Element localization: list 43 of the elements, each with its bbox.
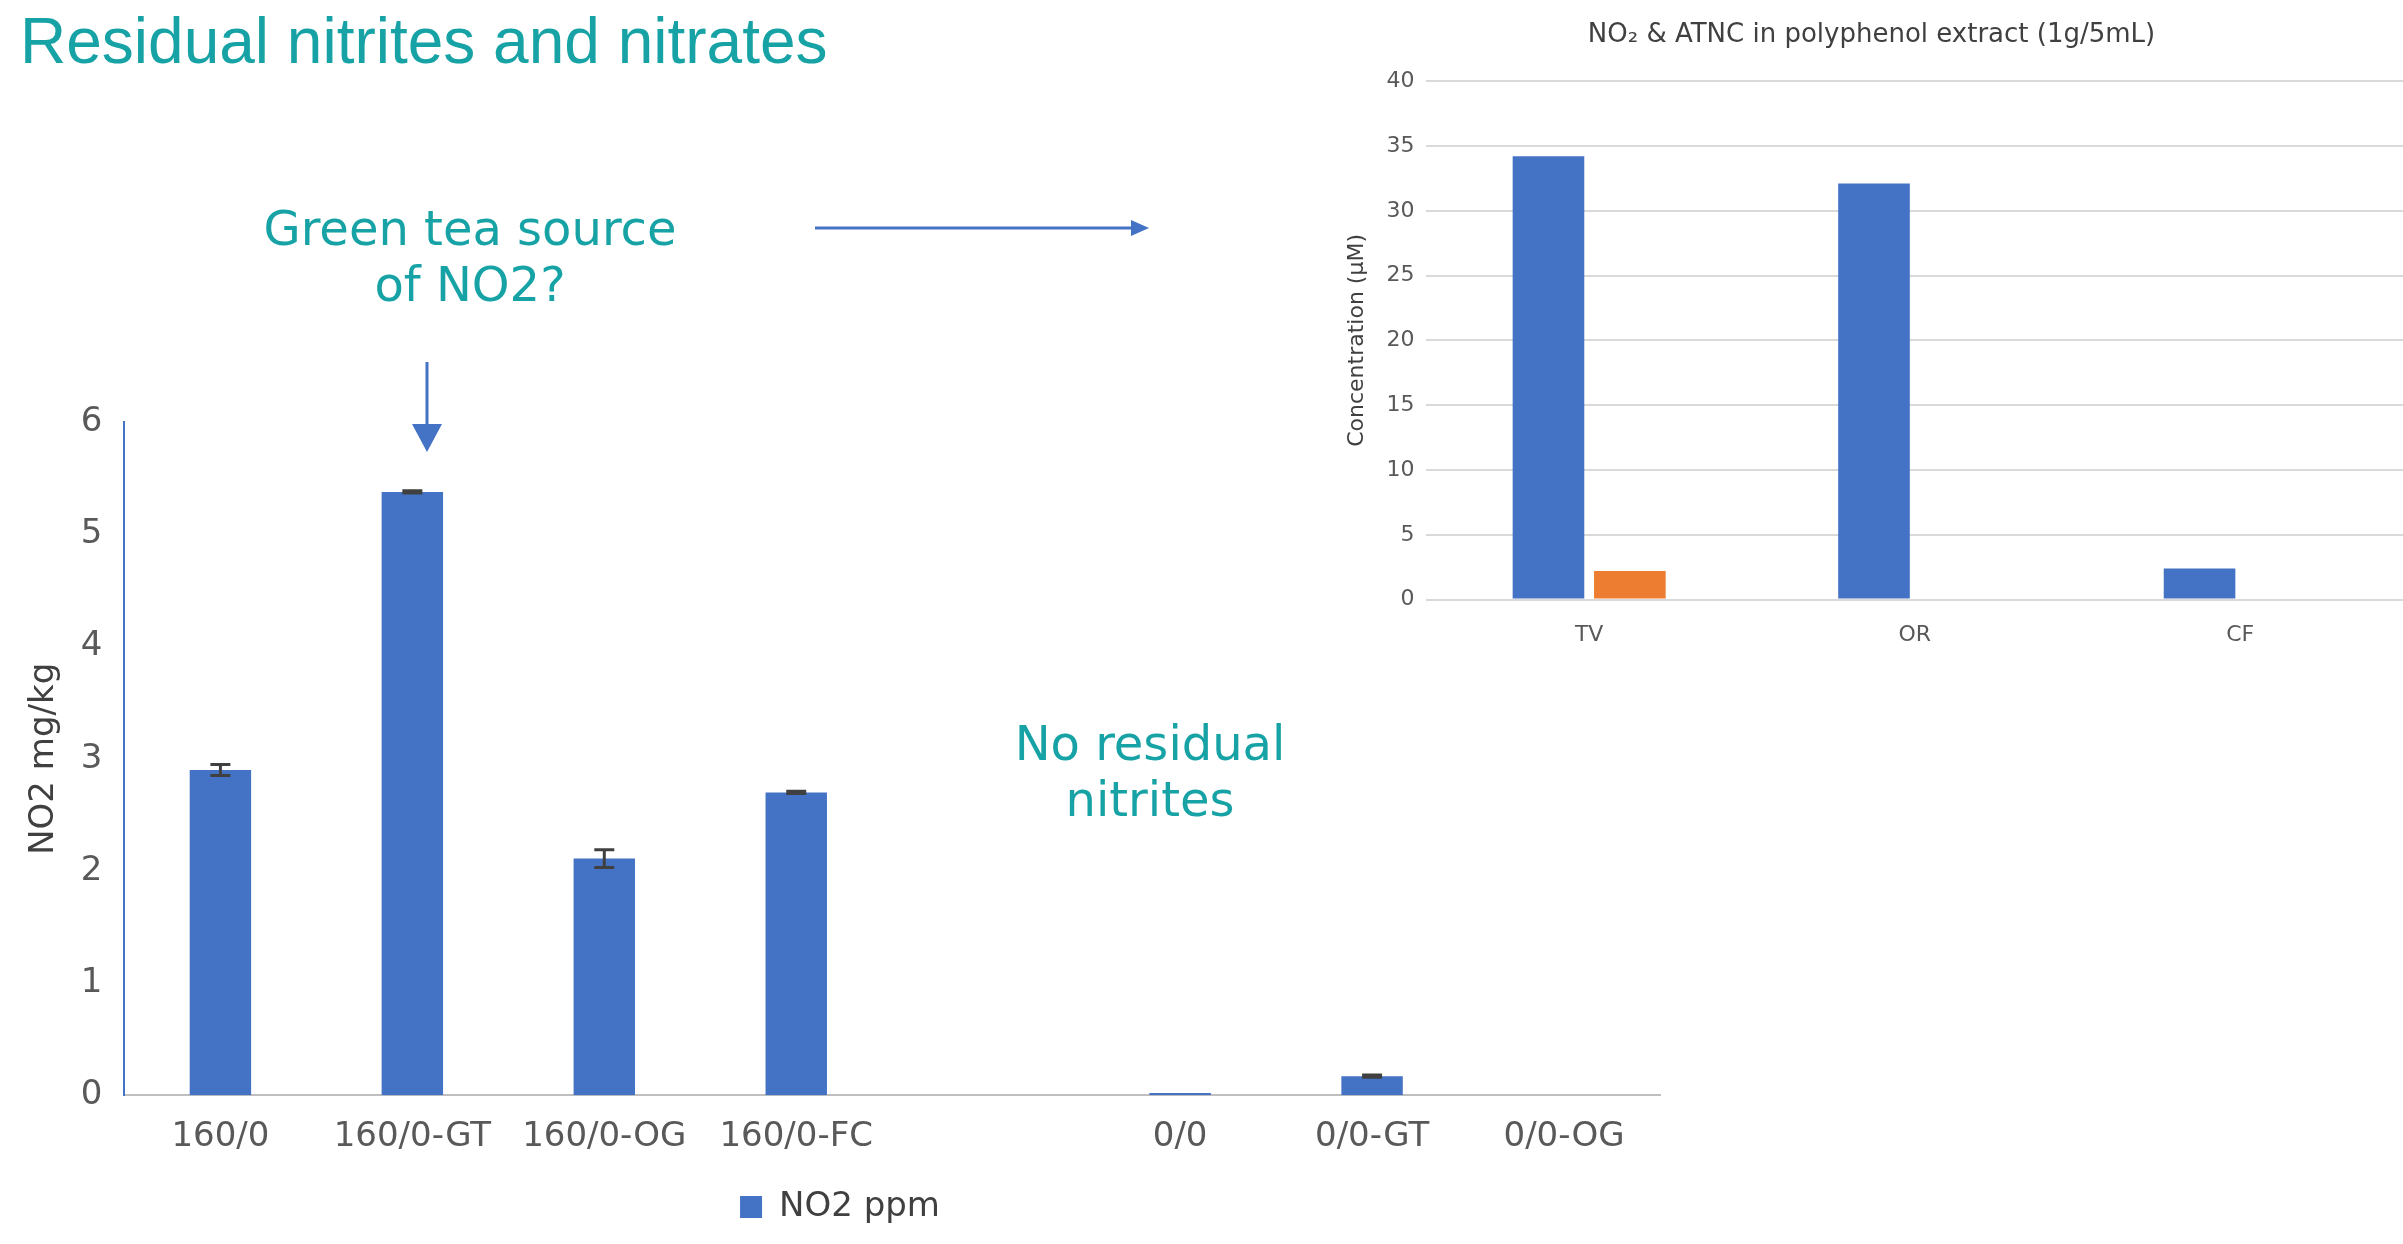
x-tick-label: 0/0-GT <box>1315 1114 1430 1155</box>
chart-title: Residual nitrites and nitrates <box>20 4 828 78</box>
bar <box>189 770 252 1096</box>
y-tick-label: 35 <box>1386 131 1415 157</box>
bar <box>1149 1092 1211 1096</box>
chart-title: NO₂ & ATNC in polyphenol extract (1g/5mL) <box>1587 18 2156 49</box>
y-tick-label: 3 <box>80 735 103 776</box>
x-tick-label: 0/0 <box>1152 1114 1208 1155</box>
bar <box>765 792 827 1096</box>
y-tick-label: 0 <box>1400 585 1415 611</box>
y-tick-label: 10 <box>1386 455 1415 481</box>
y-tick-label: 1 <box>80 959 103 1000</box>
bar <box>2163 568 2236 599</box>
y-tick-label: 30 <box>1386 196 1415 222</box>
y-tick-label: 40 <box>1386 66 1415 92</box>
y-tick-label: 6 <box>80 399 103 440</box>
text: Green tea source of NO2? <box>262 200 678 312</box>
y-tick-label: 25 <box>1386 261 1415 287</box>
y-tick-label: 2 <box>80 847 103 888</box>
y-axis-title: NO2 mg/kg <box>21 662 62 855</box>
y-tick-label: 15 <box>1386 390 1415 416</box>
y-tick-label: 4 <box>80 623 103 664</box>
y-tick-label: 20 <box>1386 326 1415 352</box>
bar <box>1838 183 1910 599</box>
bar <box>1594 571 1666 599</box>
y-tick-label: 5 <box>80 511 103 552</box>
x-tick-label: 160/0-OG <box>522 1114 687 1155</box>
legend-label: NO2 ppm <box>779 1183 940 1224</box>
x-tick-label: TV <box>1573 620 1604 646</box>
annotation: No residual nitrites <box>1013 715 1287 827</box>
x-tick-label: OR <box>1898 620 1931 646</box>
x-tick-label: CF <box>2226 620 2255 646</box>
x-tick-label: 160/0-GT <box>333 1114 492 1155</box>
y-tick-label: 5 <box>1400 520 1415 546</box>
y-tick-label: 0 <box>80 1072 103 1113</box>
y-axis-title: Concentration (µM) <box>1342 234 1368 447</box>
x-tick-label: 0/0-OG <box>1503 1114 1625 1155</box>
bar <box>381 491 444 1096</box>
bar <box>1512 156 1585 599</box>
bar <box>573 858 636 1096</box>
x-tick-label: 160/0-FC <box>719 1114 874 1155</box>
x-tick-label: 160/0 <box>171 1114 270 1155</box>
bar <box>1341 1076 1403 1096</box>
